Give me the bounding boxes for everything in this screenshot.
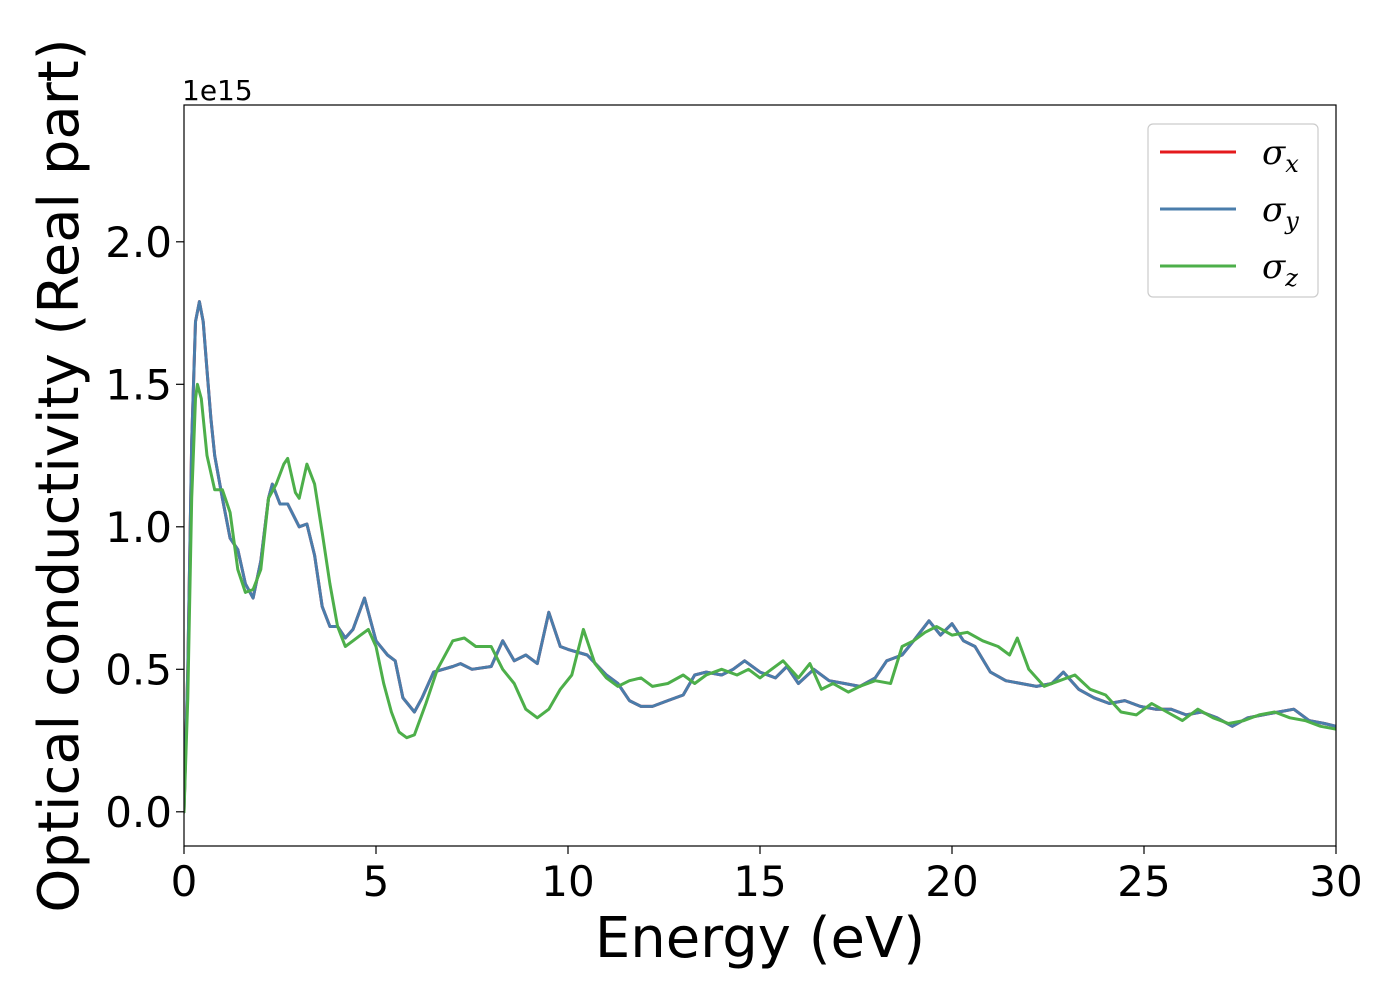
legend-subscript: z [1284,264,1298,292]
legend-subscript: x [1285,150,1299,178]
plot-area [184,300,1336,814]
x-tick-label: 20 [925,857,978,906]
legend-label-z: σz [1262,247,1298,292]
y-axis-ticks: 0.0 0.5 1.0 1.5 2.0 [105,218,184,837]
x-axis-label: Energy (eV) [595,906,925,971]
legend-symbol: σ [1262,133,1286,173]
legend-symbol: σ [1262,247,1286,287]
x-tick-label: 25 [1117,857,1170,906]
y-tick-label: 0.0 [105,788,172,837]
x-tick-label: 30 [1309,857,1362,906]
y-tick-label: 2.0 [105,218,172,267]
y-axis-label: Optical conductivity (Real part) [27,38,92,912]
y-tick-label: 1.0 [105,503,172,552]
series-line-x [184,300,1336,814]
series-line-z [184,382,1336,814]
y-axis-offset-text: 1e15 [182,74,253,107]
y-tick-label: 1.5 [105,360,172,409]
x-tick-label: 0 [171,857,198,906]
series-line-y [184,300,1336,814]
x-tick-label: 15 [733,857,786,906]
y-tick-label: 0.5 [105,645,172,694]
legend-subscript: y [1284,207,1299,235]
x-axis-ticks: 0 5 10 15 20 25 30 [171,846,1363,906]
x-tick-label: 10 [541,857,594,906]
legend-label-x: σx [1262,133,1299,178]
x-tick-label: 5 [363,857,390,906]
legend-symbol: σ [1262,190,1286,230]
legend-label-y: σy [1262,190,1299,235]
